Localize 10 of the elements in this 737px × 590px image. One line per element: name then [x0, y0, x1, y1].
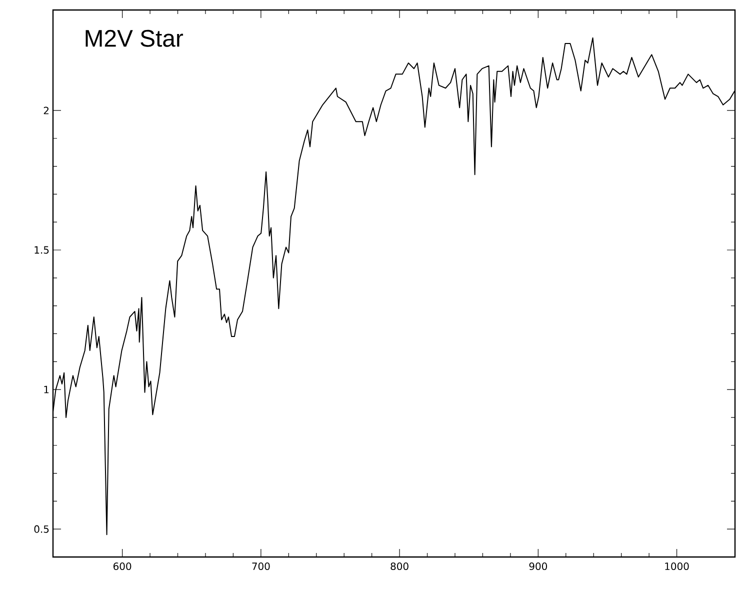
x-tick-label: 800 [390, 562, 408, 570]
y-tick-label: 1.5 [34, 246, 49, 254]
text: M2V Star [86, 30, 184, 47]
y-tick-label: 2 [44, 106, 48, 114]
x-tick-label: 1000 [665, 562, 689, 570]
y-tick-label: 1 [44, 386, 49, 394]
x-tick-label: 700 [252, 562, 270, 570]
y-tick-label: 0.5 [34, 525, 49, 533]
x-tick-label: 900 [529, 562, 548, 570]
x-tick-label: 600 [114, 562, 132, 570]
